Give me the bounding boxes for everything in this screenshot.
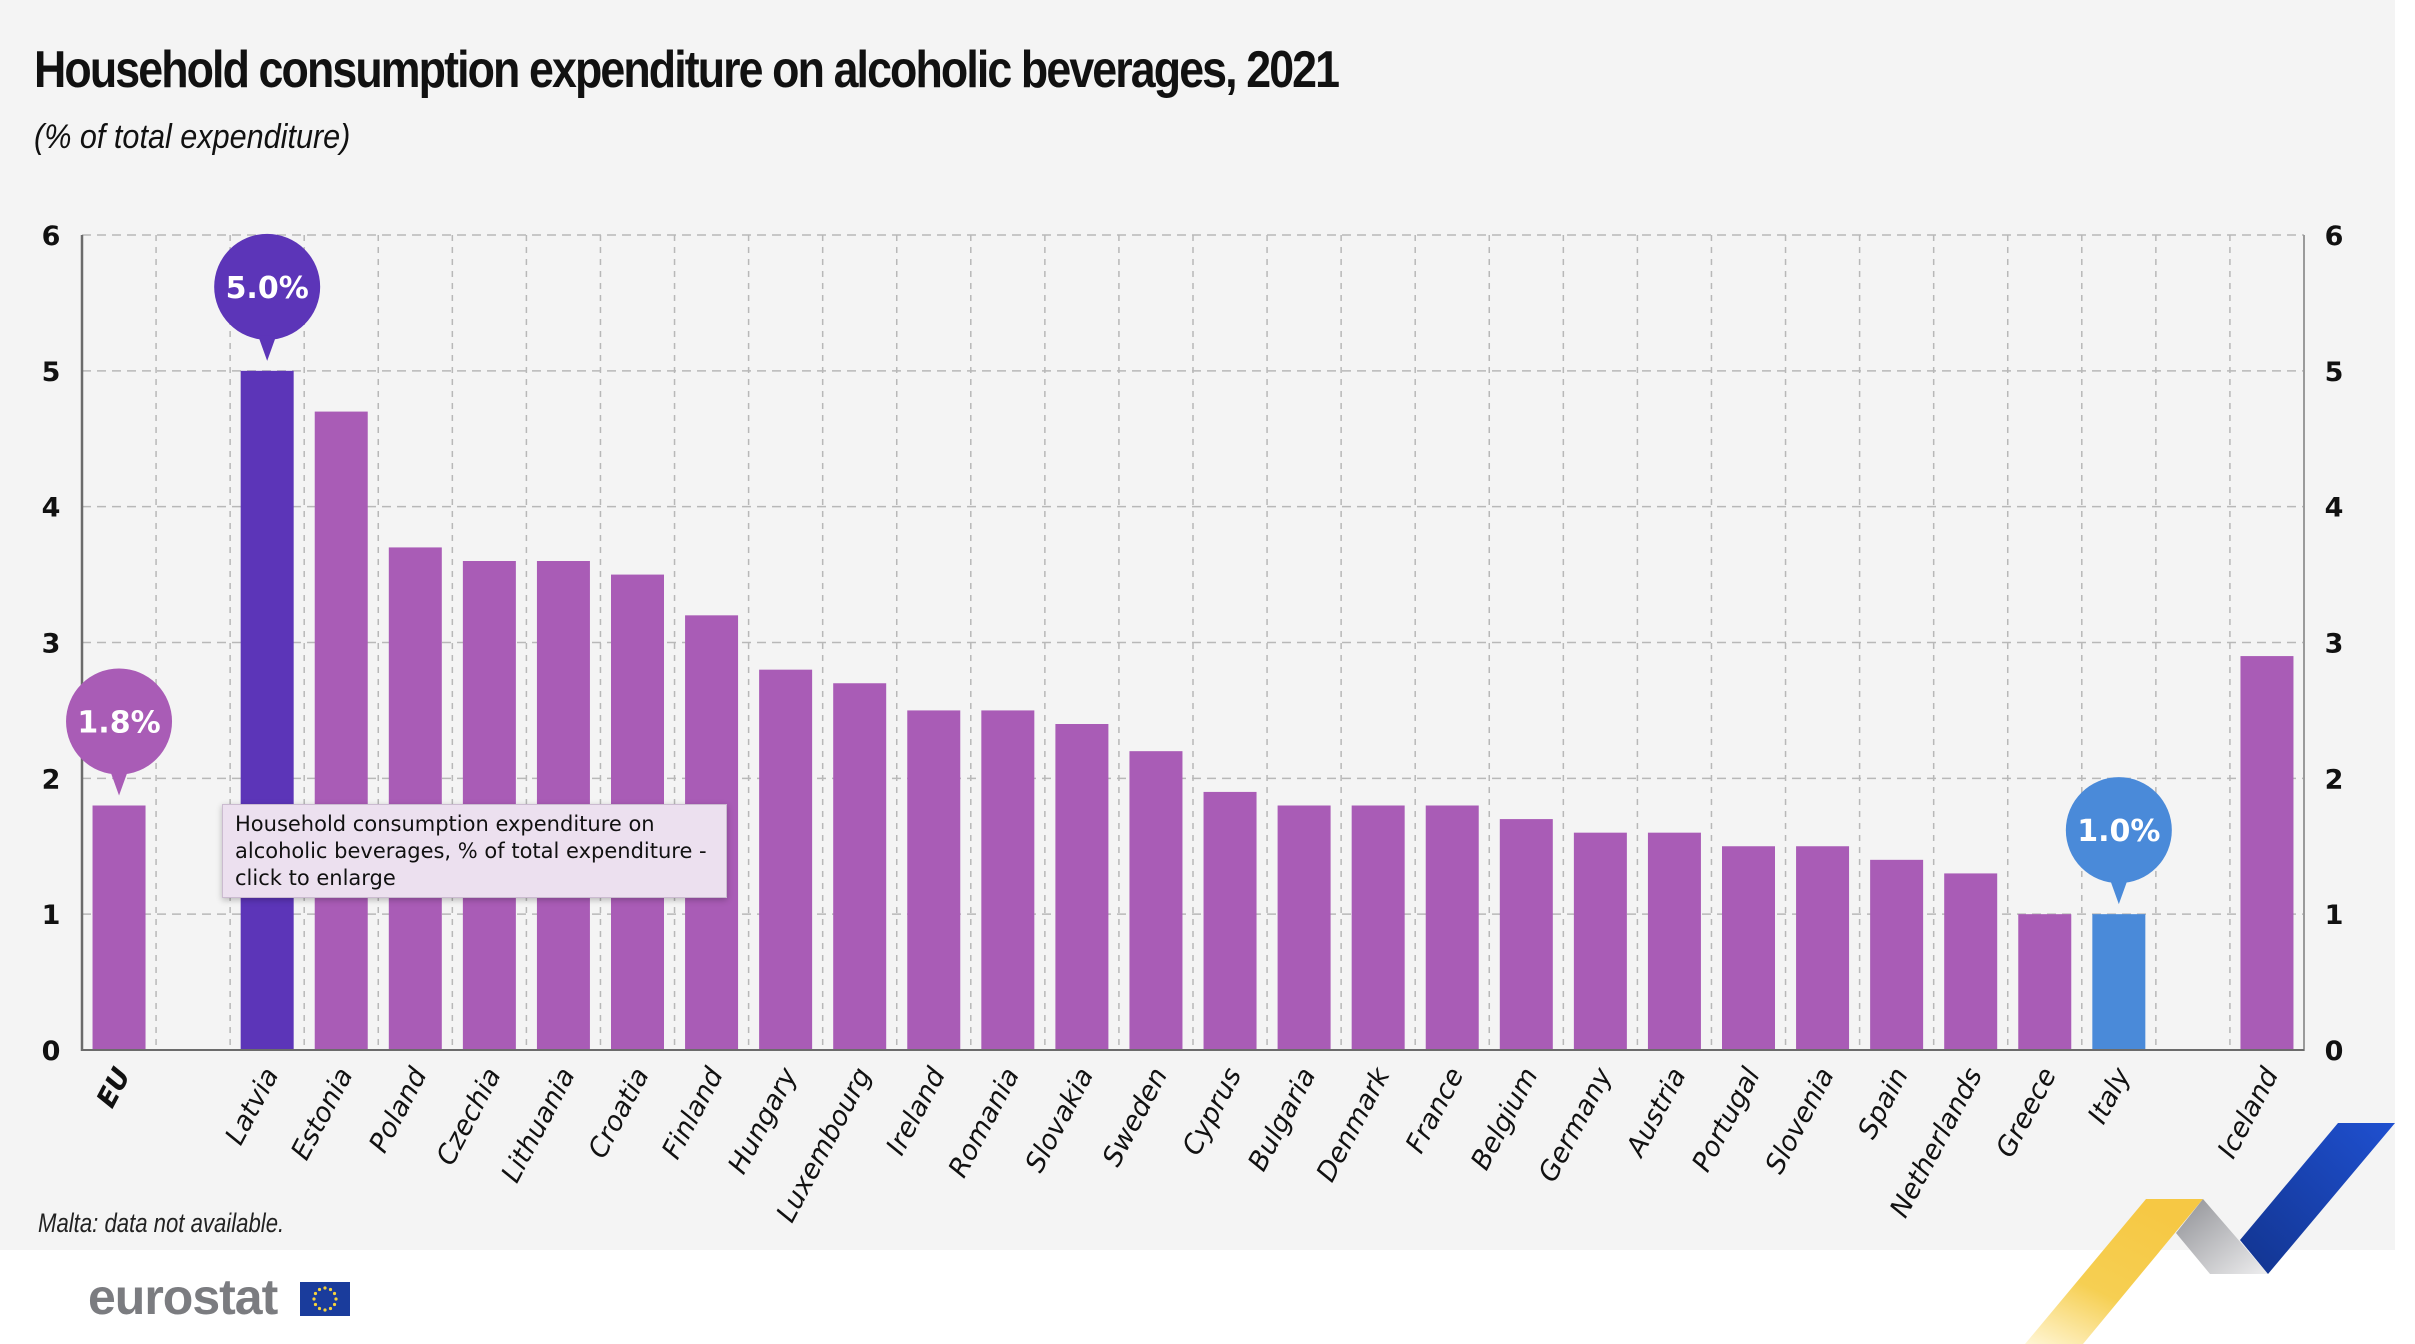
bar-hungary — [759, 669, 813, 1050]
bar-austria — [1647, 832, 1701, 1050]
y-tick-label-right: 6 — [2325, 221, 2344, 252]
flag-star — [312, 1297, 316, 1301]
bubble-circle — [2065, 777, 2172, 884]
bar-portugal — [1722, 846, 1775, 1050]
bar-slovakia — [1055, 724, 1109, 1050]
flag-star — [323, 1286, 327, 1290]
y-tick-label-left: 5 — [42, 357, 61, 388]
ribbon-grey — [2176, 1199, 2268, 1274]
bar-latvia — [240, 370, 294, 1050]
flag-star — [317, 1306, 322, 1311]
bar-chart[interactable]: 0 01 12 23 34 45 56 6EU Latvia Estonia PolandCzech… — [0, 0, 2415, 1250]
bar-estonia — [314, 411, 368, 1050]
bar-eu — [92, 805, 146, 1050]
y-tick-label-left: 1 — [42, 900, 61, 931]
flag-star — [332, 1291, 337, 1296]
flag-star — [313, 1302, 318, 1307]
chart-subtitle: (% of total expenditure) — [34, 118, 351, 156]
value-bubble-eu: 1.8% — [66, 668, 173, 796]
flag-star — [328, 1287, 333, 1292]
bar-bulgaria — [1277, 805, 1331, 1050]
y-tick-label-right: 5 — [2325, 357, 2344, 388]
bar-cyprus — [1203, 791, 1257, 1050]
y-tick-label-right: 2 — [2325, 764, 2344, 795]
eu-flag-icon — [300, 1282, 350, 1316]
chart-title: Household consumption expenditure on alc… — [34, 41, 1340, 99]
bubble-label: 1.8% — [77, 706, 160, 741]
y-tick-label-left: 4 — [42, 493, 61, 524]
y-tick-label-left: 6 — [42, 221, 61, 252]
bar-france — [1425, 805, 1479, 1050]
bar-slovenia — [1796, 846, 1850, 1050]
bar-netherlands — [1944, 873, 1998, 1050]
ribbon-blue — [2240, 1123, 2395, 1274]
value-bubbles: 1.8% 5.0% 1.0% — [66, 233, 2172, 905]
bar-greece — [2018, 914, 2072, 1050]
y-tick-label-right: 1 — [2325, 900, 2344, 931]
axes — [80, 235, 2305, 1051]
footnote: Malta: data not available. — [38, 1208, 285, 1238]
ribbon-yellow — [2025, 1199, 2203, 1344]
y-tick-label-left: 0 — [42, 1036, 61, 1067]
bar-germany — [1573, 832, 1627, 1050]
flag-star — [323, 1308, 327, 1312]
chart-tooltip: Household consumption expenditure on alc… — [222, 804, 727, 898]
bar-ireland — [907, 710, 961, 1050]
bubble-pointer — [258, 335, 277, 361]
bar-italy — [2092, 914, 2146, 1050]
bar-romania — [981, 710, 1035, 1050]
bar-iceland — [2240, 656, 2294, 1050]
bar-poland — [388, 547, 442, 1050]
bubble-pointer — [2109, 879, 2128, 905]
grid — [82, 234, 2304, 1050]
bar-belgium — [1499, 819, 1553, 1050]
bar-denmark — [1351, 805, 1405, 1050]
bar-spain — [1870, 859, 1924, 1050]
flag-star — [328, 1306, 333, 1311]
bubble-label: 1.0% — [2077, 814, 2160, 849]
logo-text: eurostat — [88, 1269, 278, 1325]
flag-star — [332, 1302, 337, 1307]
bubble-pointer — [110, 770, 129, 796]
bars — [92, 370, 2294, 1050]
y-tick-label-left: 3 — [42, 629, 61, 660]
y-tick-label-right: 3 — [2325, 629, 2344, 660]
flag-star — [334, 1297, 338, 1301]
y-tick-label-right: 0 — [2325, 1036, 2344, 1067]
flag-star — [313, 1291, 318, 1296]
bubble-circle — [214, 233, 321, 340]
bubble-circle — [66, 668, 173, 775]
value-bubble-latvia: 5.0% — [214, 233, 321, 361]
bar-sweden — [1129, 751, 1183, 1050]
y-tick-label-left: 2 — [42, 764, 61, 795]
bubble-label: 5.0% — [226, 271, 309, 306]
value-bubble-italy: 1.0% — [2065, 777, 2172, 905]
y-tick-label-right: 4 — [2325, 493, 2344, 524]
flag-star — [317, 1287, 322, 1292]
bar-luxembourg — [833, 683, 887, 1050]
